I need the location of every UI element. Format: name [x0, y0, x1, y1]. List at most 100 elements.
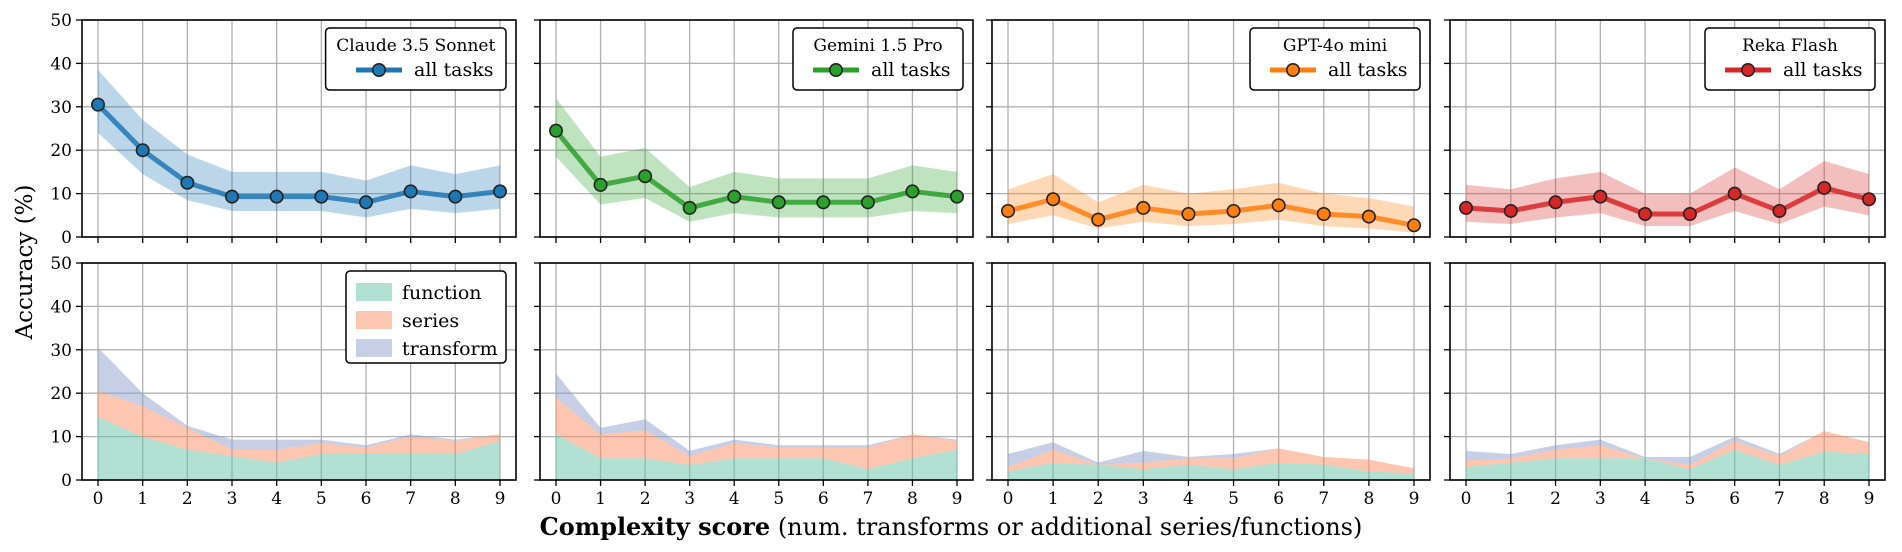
data-point	[1682, 206, 1697, 221]
x-tick-label: 6	[1273, 489, 1284, 509]
data-point	[1407, 218, 1422, 233]
y-tick-label: 20	[50, 384, 72, 404]
area-function	[1008, 462, 1414, 480]
data-point	[1046, 192, 1061, 207]
x-tick-label: 5	[316, 489, 327, 509]
x-tick-label: 1	[595, 489, 606, 509]
data-point	[1862, 192, 1877, 207]
data-point	[1459, 200, 1474, 215]
data-point	[1136, 200, 1151, 215]
bottom-panel: 0 1 2 3 4 5 6 7 8 9	[986, 262, 1431, 509]
x-tick-label: 6	[1729, 489, 1740, 509]
bottom-panel: 0 10 20 30 40 50 0 1 2 3 4 5 6 7 8 9 function series trans…	[50, 254, 517, 509]
x-tick-label: 4	[1183, 489, 1194, 509]
panel-frame	[81, 262, 517, 481]
series-line	[96, 102, 501, 205]
x-tick-label: 5	[1228, 489, 1239, 509]
panel-frame	[991, 19, 1431, 238]
x-tick-label: 6	[361, 489, 372, 509]
data-point	[1638, 206, 1653, 221]
y-tick-label: 10	[50, 185, 72, 205]
data-point	[548, 123, 563, 138]
area-transform	[1466, 430, 1869, 465]
data-point	[905, 184, 920, 199]
data-point	[1091, 212, 1106, 227]
x-tick-label: 5	[773, 489, 784, 509]
x-tick-label: 7	[862, 489, 873, 509]
data-point	[1593, 189, 1608, 204]
x-tick-label: 9	[1409, 489, 1420, 509]
x-axis-label-bold: Complexity score	[540, 512, 771, 541]
area-function	[1466, 449, 1869, 480]
legend-label: function	[402, 282, 482, 304]
legend-label: all tasks	[1328, 59, 1408, 81]
data-point	[1226, 203, 1241, 218]
panel-frame	[1449, 262, 1886, 481]
x-tick-label: 7	[405, 489, 416, 509]
x-axis-label: Complexity score (num. transforms or add…	[540, 512, 1363, 541]
x-tick-label: 9	[1864, 489, 1875, 509]
legend-marker	[371, 62, 386, 77]
bottom-panel: 0 1 2 3 4 5 6 7 8 9	[1444, 262, 1886, 509]
data-point	[314, 189, 329, 204]
legend-swatch	[356, 339, 392, 357]
data-point	[860, 195, 875, 210]
area-series	[98, 391, 500, 463]
y-tick-label: 50	[50, 11, 72, 31]
data-point	[358, 195, 373, 210]
x-tick-label: 3	[227, 489, 238, 509]
data-point	[1503, 203, 1518, 218]
x-tick-label: 3	[1138, 489, 1149, 509]
data-point	[1548, 195, 1563, 210]
x-tick-label: 2	[1093, 489, 1104, 509]
series-line	[1007, 196, 1415, 228]
y-axis-label: Accuracy (%)	[12, 185, 38, 341]
x-tick-label: 4	[271, 489, 282, 509]
area-series	[1466, 430, 1869, 470]
data-point	[1727, 186, 1742, 201]
x-tick-label: 5	[1684, 489, 1695, 509]
x-tick-label: 0	[1461, 489, 1472, 509]
x-tick-label: 8	[1363, 489, 1374, 509]
top-panel: GPT-4o mini all tasks	[986, 19, 1431, 243]
x-tick-label: 1	[1505, 489, 1516, 509]
panel-frame	[81, 19, 517, 238]
data-point	[1361, 209, 1376, 224]
bottom-panel: 0 1 2 3 4 5 6 7 8 9	[534, 262, 974, 509]
y-tick-label: 40	[50, 297, 72, 317]
area-transform	[1008, 442, 1414, 469]
legend-label: transform	[402, 338, 498, 360]
x-tick-label: 9	[495, 489, 506, 509]
data-point	[403, 184, 418, 199]
area-function	[98, 417, 500, 480]
legend-marker	[828, 62, 843, 77]
y-tick-label: 40	[50, 54, 72, 74]
data-point	[727, 189, 742, 204]
x-tick-label: 6	[818, 489, 829, 509]
x-tick-label: 0	[551, 489, 562, 509]
data-point	[448, 189, 463, 204]
y-tick-label: 0	[61, 228, 72, 248]
data-point	[949, 189, 964, 204]
confidence-band	[1466, 161, 1869, 227]
x-tick-label: 8	[907, 489, 918, 509]
panel-frame	[1449, 19, 1886, 238]
y-tick-label: 0	[61, 471, 72, 491]
legend-marker	[1286, 62, 1301, 77]
legend-label: series	[402, 310, 459, 332]
data-point	[682, 200, 697, 215]
area-series	[556, 397, 957, 470]
x-tick-label: 0	[93, 489, 104, 509]
x-tick-label: 2	[640, 489, 651, 509]
data-point	[1271, 198, 1286, 213]
x-tick-label: 1	[1048, 489, 1059, 509]
data-point	[816, 195, 831, 210]
legend-label: all tasks	[1783, 59, 1863, 81]
legend-label: all tasks	[871, 59, 951, 81]
top-panel: 0 10 20 30 40 50 Claude 3.5 Sonnet all tasks	[50, 11, 517, 248]
area-series	[1008, 448, 1414, 474]
confidence-band	[98, 69, 500, 218]
data-point	[269, 189, 284, 204]
data-point	[1181, 206, 1196, 221]
